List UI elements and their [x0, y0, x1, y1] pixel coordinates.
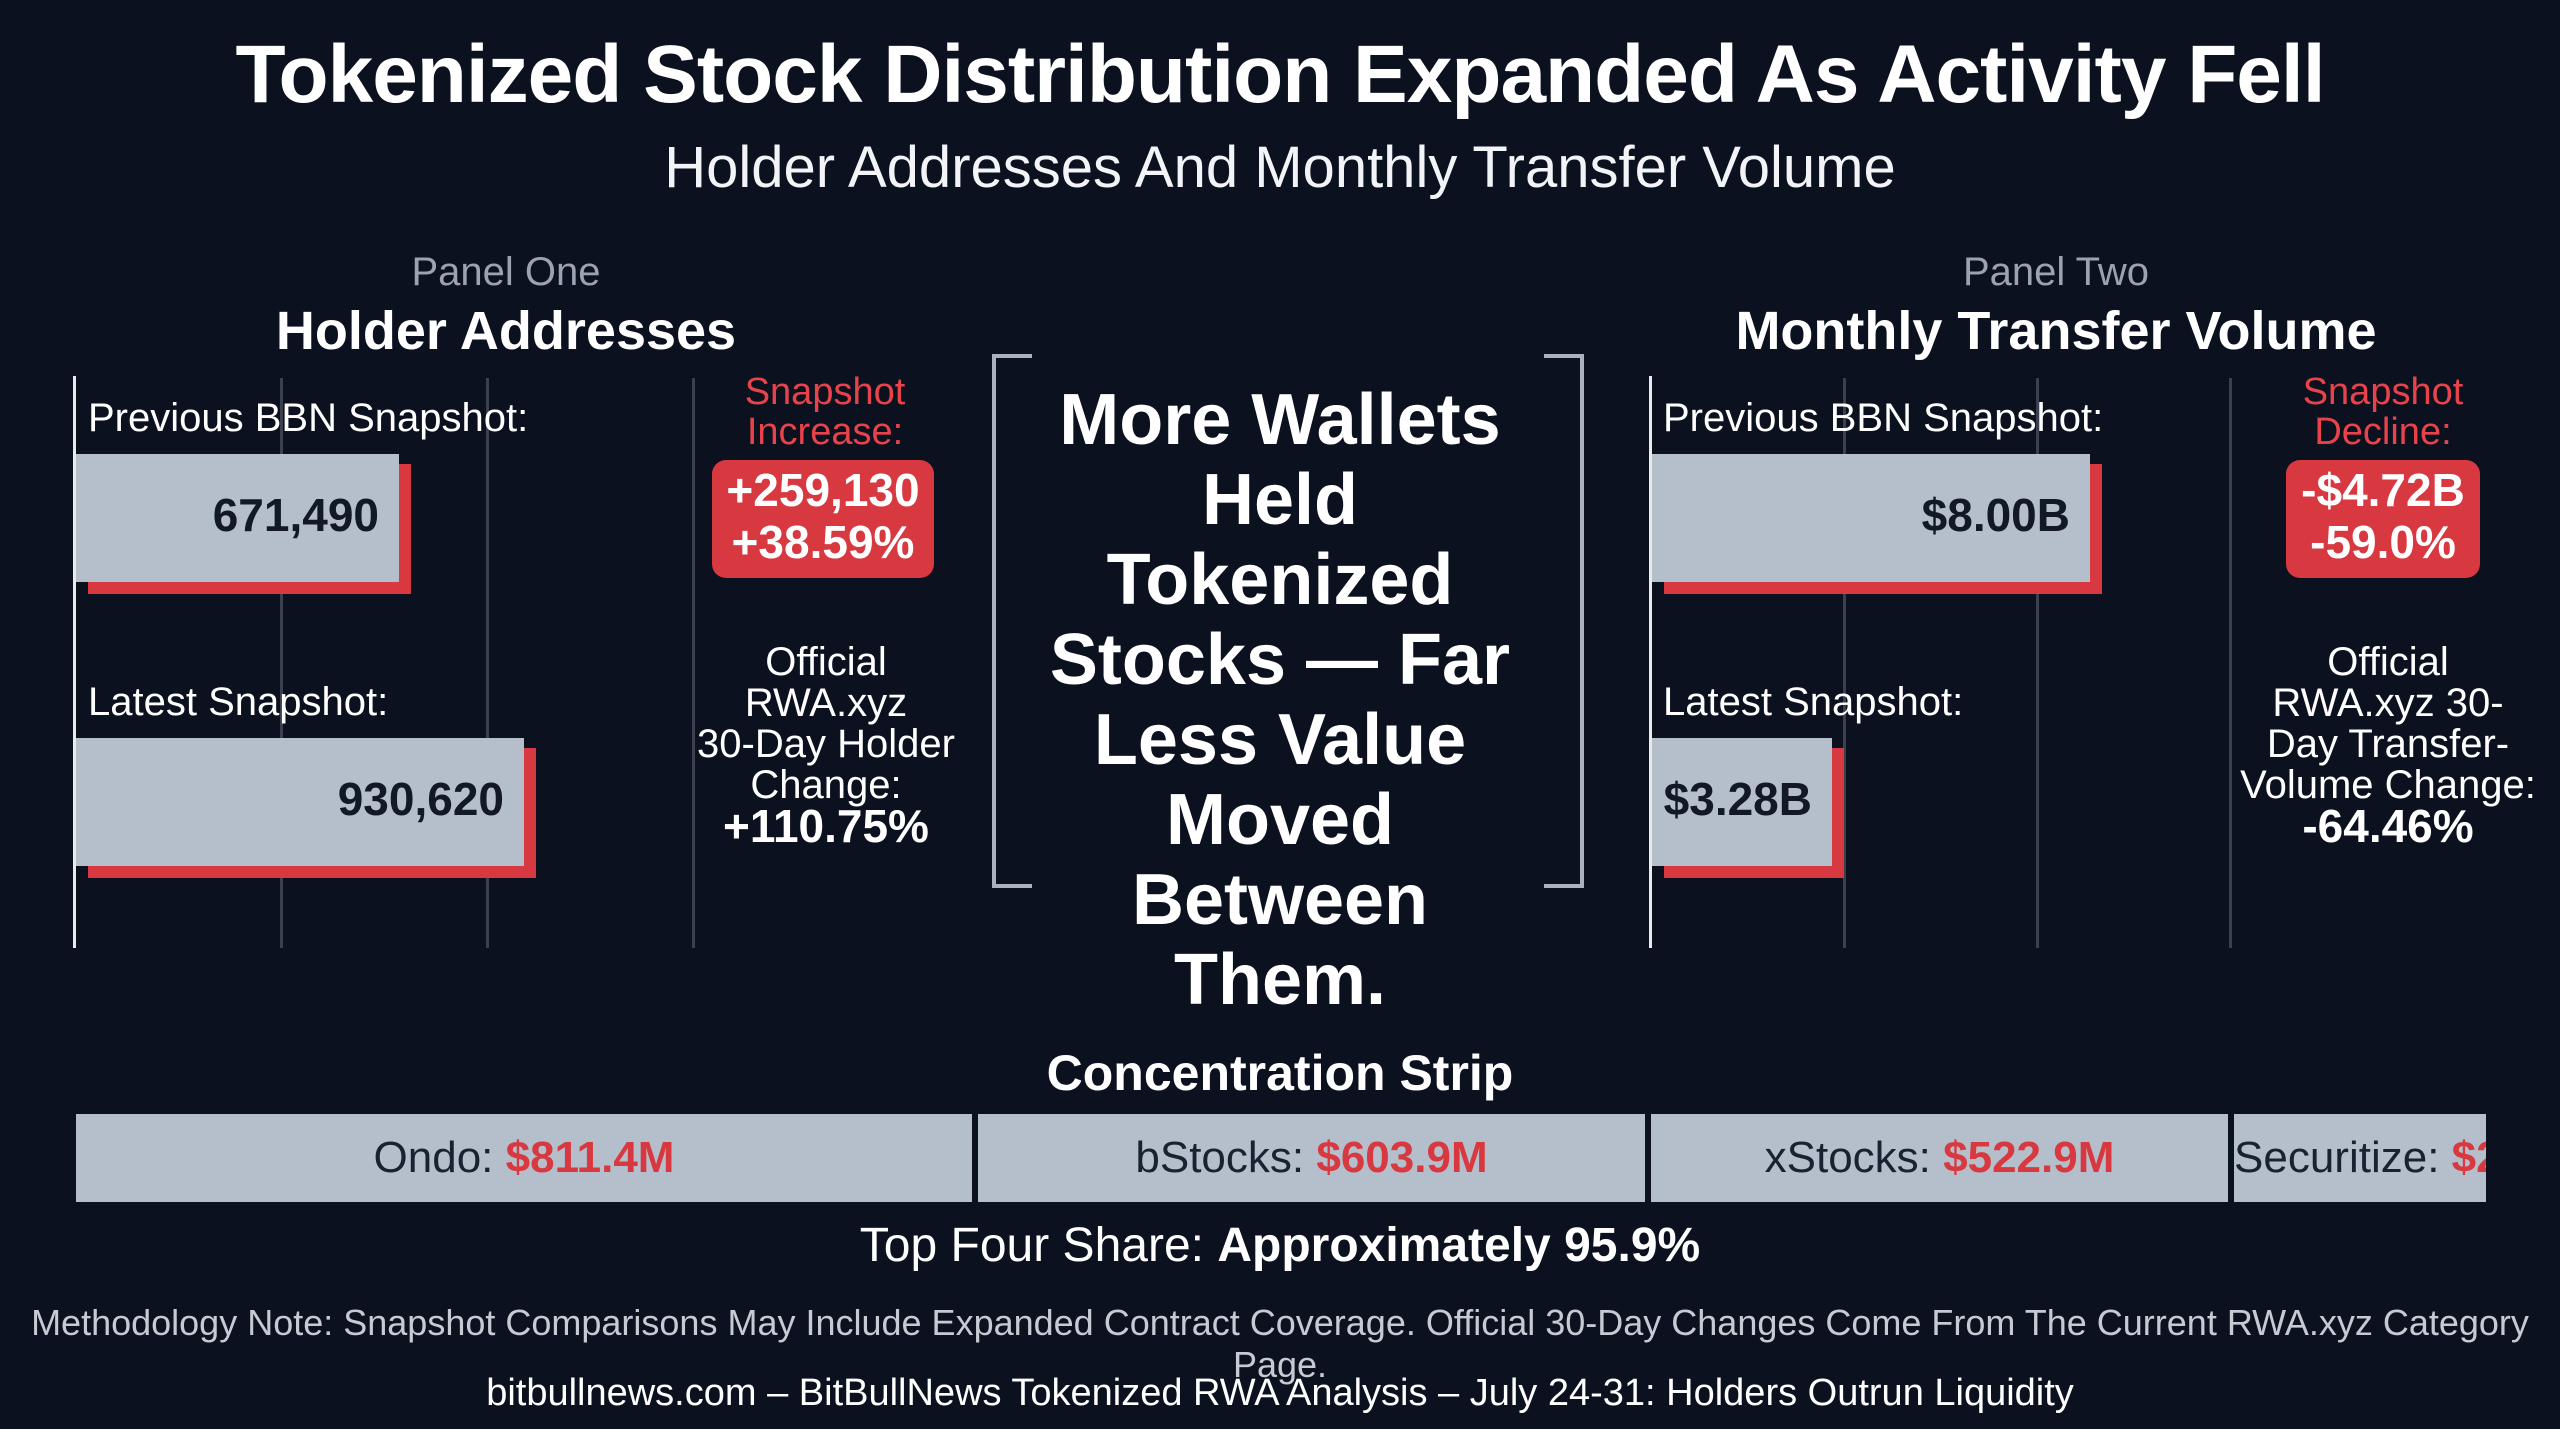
- segment-value: $603.9M: [1316, 1133, 1488, 1182]
- change-absolute: +259,130: [726, 464, 920, 516]
- grid-line: [2036, 378, 2039, 948]
- official-line: Official: [2327, 640, 2449, 684]
- chart-title: Tokenized Stock Distribution Expanded As…: [235, 29, 2326, 120]
- segment-issuer: xStocks:: [1764, 1133, 1944, 1182]
- heading-line: Snapshot: [744, 371, 906, 413]
- heading-line: Decline:: [2314, 411, 2452, 453]
- official-value: +110.75%: [723, 800, 929, 852]
- panel-one-title: Holder Addresses: [275, 301, 737, 361]
- strip-segment: bStocks: $603.9M: [978, 1114, 1645, 1202]
- strip-segment: Securitize: $228.5M: [2234, 1114, 2486, 1202]
- quote-line: Less Value: [1093, 700, 1467, 780]
- heading-line: Increase:: [746, 411, 904, 453]
- holder-previous-value: 671,490: [212, 489, 379, 541]
- quote-line: Held Tokenized: [1106, 460, 1454, 620]
- left-bracket: [992, 354, 1032, 888]
- segment-value: $228.5M: [2451, 1133, 2486, 1182]
- snapshot-decline-badge: -$4.72B -59.0%: [2286, 460, 2480, 578]
- concentration-title: Concentration Strip: [1046, 1045, 1514, 1101]
- panel-two-title: Monthly Transfer Volume: [1735, 301, 2377, 361]
- previous-snapshot-label: Previous BBN Snapshot:: [88, 396, 529, 440]
- heading-line: Snapshot: [2302, 371, 2464, 413]
- share-value: Approximately 95.9%: [1217, 1219, 1701, 1272]
- change-absolute: -$4.72B: [2301, 464, 2465, 516]
- segment-issuer: Securitize:: [2234, 1133, 2452, 1182]
- quote-line: Between Them.: [1131, 860, 1429, 1020]
- source-credit: bitbullnews.com – BitBullNews Tokenized …: [486, 1372, 2074, 1414]
- transfer-latest-bar: [1652, 738, 1832, 866]
- official-line: Day Transfer-: [2266, 722, 2510, 766]
- official-holder-change: Official RWA.xyz 30-Day Holder Change: +…: [676, 642, 976, 850]
- right-bracket: [1544, 354, 1584, 888]
- segment-issuer: bStocks:: [1135, 1133, 1317, 1182]
- latest-snapshot-label: Latest Snapshot:: [1663, 680, 1964, 724]
- chart-subtitle: Holder Addresses And Monthly Transfer Vo…: [664, 135, 1896, 200]
- holder-previous-bar: [76, 454, 399, 582]
- grid-line: [280, 378, 283, 948]
- change-percent: -59.0%: [2310, 516, 2456, 568]
- holder-latest-bar: [76, 738, 524, 866]
- y-axis-line: [73, 376, 76, 948]
- change-percent: +38.59%: [731, 516, 915, 568]
- official-line: Volume Change:: [2240, 763, 2536, 807]
- snapshot-decline-heading: Snapshot Decline:: [2258, 372, 2508, 452]
- official-transfer-change: Official RWA.xyz 30- Day Transfer- Volum…: [2218, 642, 2558, 850]
- panel-two-kicker: Panel Two: [1962, 250, 2150, 294]
- quote-line: Moved: [1165, 780, 1395, 860]
- center-quote: More Wallets Held Tokenized Stocks — Far…: [1020, 380, 1540, 1020]
- share-label: Top Four Share:: [859, 1219, 1204, 1272]
- grid-line: [486, 378, 489, 948]
- holder-latest-value: 930,620: [337, 773, 504, 825]
- snapshot-increase-heading: Snapshot Increase:: [700, 372, 950, 452]
- official-line: 30-Day Holder: [697, 722, 955, 766]
- quote-line: More Wallets: [1059, 380, 1501, 460]
- official-line: RWA.xyz: [744, 681, 908, 725]
- latest-snapshot-label: Latest Snapshot:: [88, 680, 389, 724]
- strip-segment: xStocks: $522.9M: [1651, 1114, 2228, 1202]
- transfer-latest-value: $3.28B: [1663, 773, 1812, 825]
- official-line: Change:: [750, 763, 902, 807]
- segment-value: $522.9M: [1943, 1133, 2115, 1182]
- methodology-note: Methodology Note: Snapshot Comparisons M…: [31, 1302, 2529, 1385]
- y-axis-line: [1649, 376, 1652, 948]
- segment-issuer: Ondo:: [373, 1133, 506, 1182]
- transfer-previous-value: $8.00B: [1921, 489, 2070, 541]
- official-line: Official: [765, 640, 887, 684]
- quote-line: Stocks — Far: [1049, 620, 1511, 700]
- official-line: RWA.xyz 30-: [2272, 681, 2504, 725]
- grid-line: [692, 378, 695, 948]
- strip-segment: Ondo: $811.4M: [76, 1114, 972, 1202]
- top-four-share: Top Four Share: Approximately 95.9%: [0, 1218, 2560, 1273]
- panel-one-kicker: Panel One: [411, 250, 601, 294]
- segment-value: $811.4M: [505, 1133, 675, 1182]
- official-value: -64.46%: [2302, 800, 2474, 852]
- transfer-previous-bar: [1652, 454, 2090, 582]
- grid-line: [1843, 378, 1846, 948]
- snapshot-increase-badge: +259,130 +38.59%: [712, 460, 934, 578]
- previous-snapshot-label: Previous BBN Snapshot:: [1663, 396, 2104, 440]
- grid-line: [2229, 378, 2232, 948]
